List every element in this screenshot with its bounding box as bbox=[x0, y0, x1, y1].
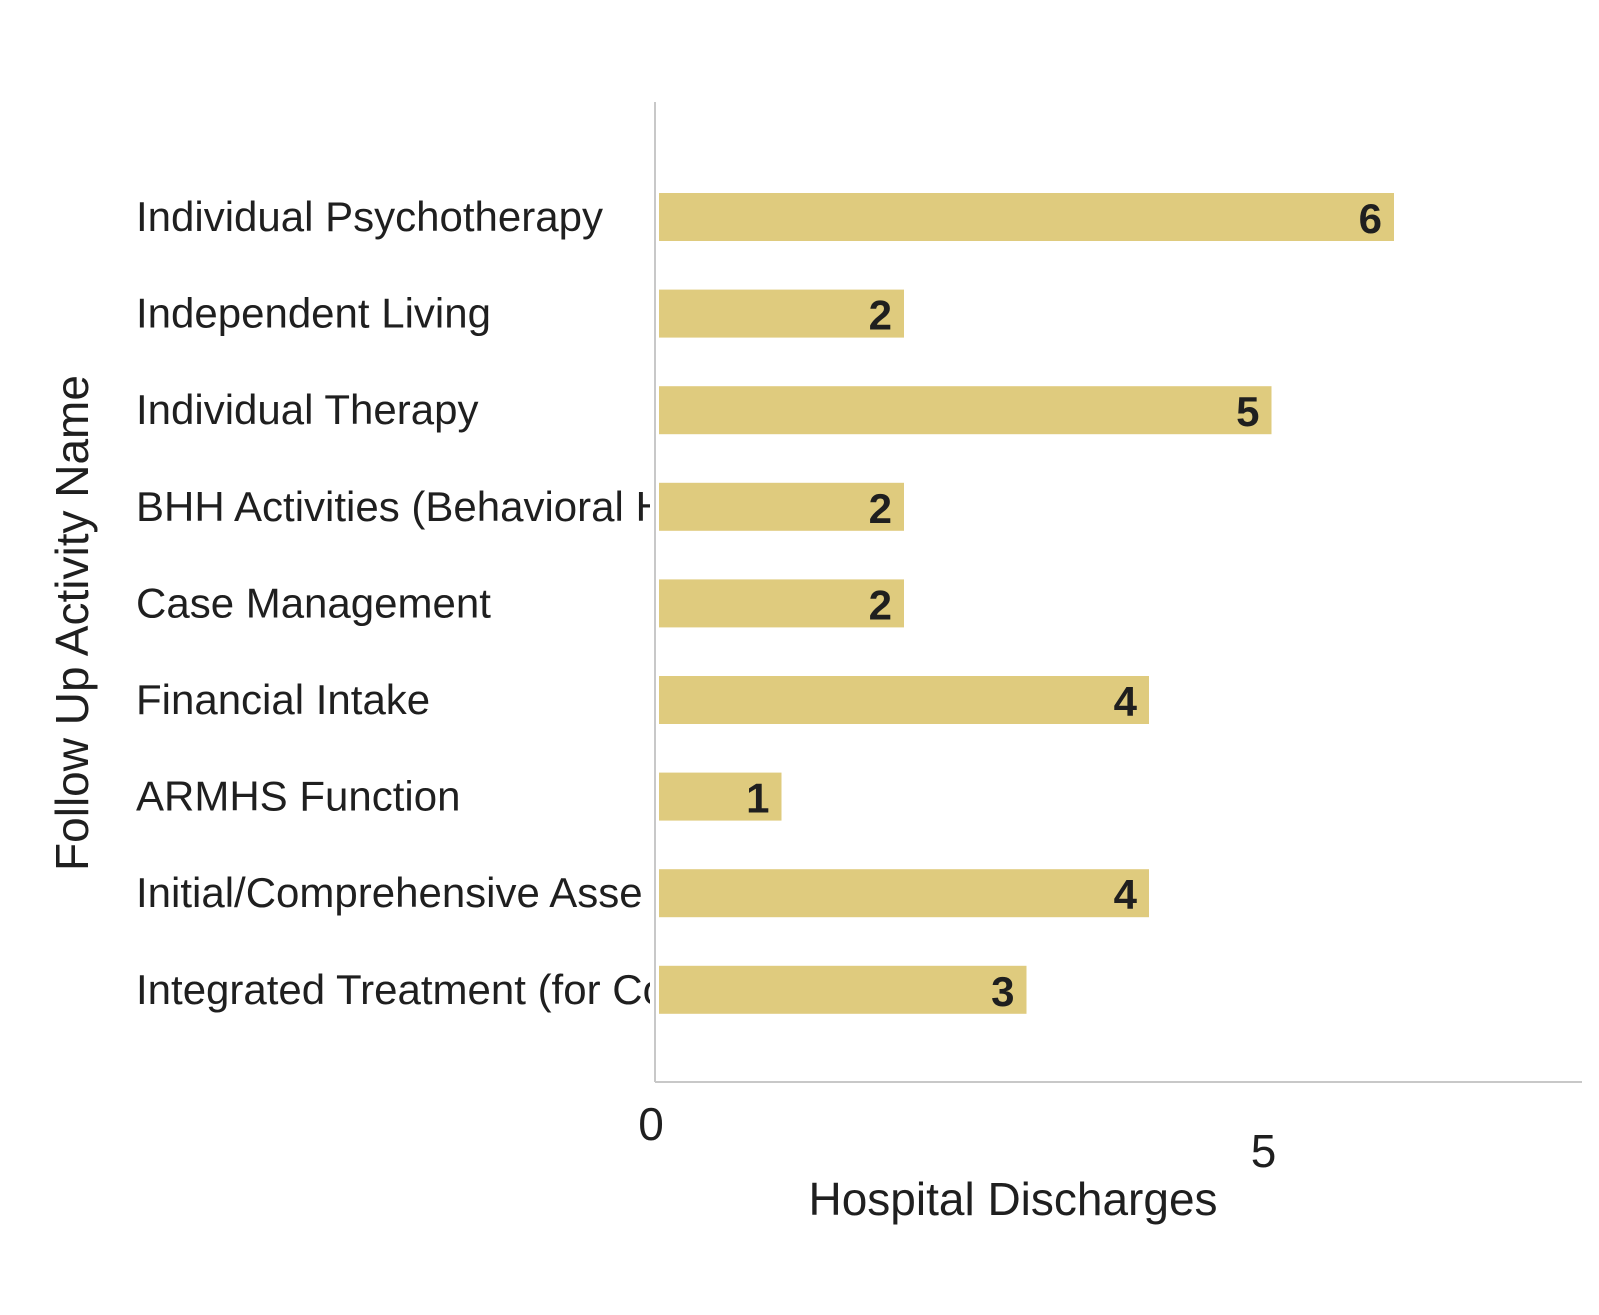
value-label: 2 bbox=[869, 485, 892, 532]
bar bbox=[659, 193, 1394, 241]
category-label: Individual Therapy bbox=[136, 386, 478, 433]
bar bbox=[659, 676, 1149, 724]
category-label: Case Management bbox=[136, 579, 491, 626]
value-label: 1 bbox=[746, 775, 769, 822]
value-label: 6 bbox=[1359, 195, 1382, 242]
value-label: 4 bbox=[1114, 871, 1138, 918]
category-label: Individual Psychotherapy bbox=[136, 193, 603, 240]
category-label: Initial/Comprehensive Asse bbox=[136, 869, 643, 916]
bar bbox=[659, 579, 904, 628]
value-label: 3 bbox=[991, 968, 1014, 1015]
value-label: 2 bbox=[869, 581, 892, 628]
x-tick-label: 5 bbox=[1251, 1125, 1277, 1177]
category-label: Independent Living bbox=[136, 290, 491, 337]
bar bbox=[659, 965, 1027, 1014]
category-label: Integrated Treatment (for Co bbox=[136, 966, 666, 1013]
bar bbox=[659, 482, 904, 531]
value-labels: 6 2 5 2 2 4 1 4 3 bbox=[746, 195, 1382, 1015]
y-axis-title: Follow Up Activity Name bbox=[46, 375, 98, 871]
x-axis-title: Hospital Discharges bbox=[808, 1173, 1217, 1225]
category-label: BHH Activities (Behavioral H bbox=[136, 483, 666, 530]
category-label: Financial Intake bbox=[136, 676, 430, 723]
value-label: 4 bbox=[1114, 678, 1138, 725]
bar bbox=[659, 386, 1272, 435]
bars-group bbox=[659, 193, 1394, 1014]
bar bbox=[659, 772, 782, 821]
category-label: ARMHS Function bbox=[136, 773, 460, 820]
bar bbox=[659, 869, 1149, 918]
x-tick-labels: 05 bbox=[638, 1098, 1276, 1177]
value-label: 2 bbox=[869, 292, 892, 339]
category-labels: Individual Psychotherapy Independent Livi… bbox=[136, 193, 666, 1013]
bar bbox=[659, 289, 904, 338]
x-tick-label: 0 bbox=[638, 1098, 664, 1150]
value-label: 5 bbox=[1236, 388, 1259, 435]
